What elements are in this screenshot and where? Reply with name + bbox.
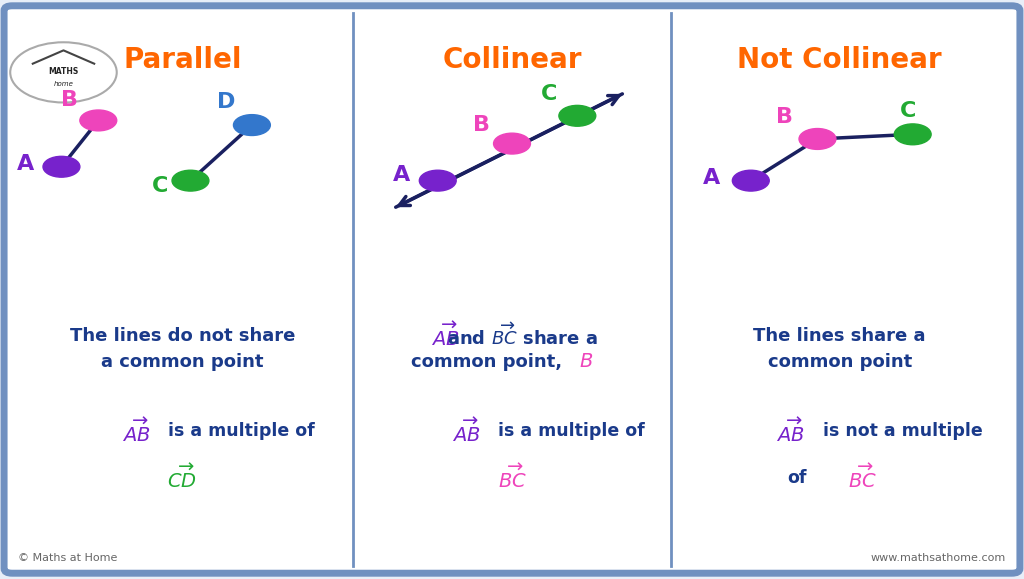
Circle shape [799,129,836,149]
Text: The lines share a: The lines share a [754,327,926,345]
Text: a common point: a common point [101,353,263,371]
Circle shape [172,170,209,191]
Text: Parallel: Parallel [123,46,242,74]
Text: C: C [541,84,557,104]
Text: www.mathsathome.com: www.mathsathome.com [870,553,1006,563]
Text: $\overrightarrow{AB}$: $\overrightarrow{AB}$ [776,417,805,446]
Text: $\overrightarrow{BC}$: $\overrightarrow{BC}$ [498,463,526,492]
Circle shape [233,115,270,135]
Text: © Maths at Home: © Maths at Home [18,553,118,563]
Text: home: home [53,81,74,87]
Circle shape [894,124,931,145]
Circle shape [10,42,117,102]
Circle shape [559,105,596,126]
Text: C: C [899,101,915,121]
Circle shape [732,170,769,191]
Text: Collinear: Collinear [442,46,582,74]
Text: A: A [17,154,34,174]
Text: Not Collinear: Not Collinear [737,46,942,74]
Text: MATHS: MATHS [48,67,79,76]
Text: $\overrightarrow{AB}$: $\overrightarrow{AB}$ [431,321,460,350]
Text: $\overrightarrow{AB}$: $\overrightarrow{AB}$ [122,417,151,446]
Text: The lines do not share: The lines do not share [70,327,295,345]
Text: $\overrightarrow{CD}$: $\overrightarrow{CD}$ [168,463,197,492]
Circle shape [494,133,530,154]
Text: common point,: common point, [411,353,562,371]
FancyBboxPatch shape [4,6,1020,573]
Text: is a multiple of: is a multiple of [498,422,645,441]
Text: A: A [703,168,721,188]
Text: D: D [217,92,236,112]
Circle shape [43,156,80,177]
Text: B: B [473,115,489,135]
Text: A: A [393,165,411,185]
Text: $\overrightarrow{BC}$: $\overrightarrow{BC}$ [848,463,877,492]
Text: is not a multiple: is not a multiple [823,422,983,441]
Circle shape [80,110,117,131]
Text: is a multiple of: is a multiple of [168,422,315,441]
Text: B: B [776,107,794,127]
Text: B: B [61,90,78,110]
Text: and $\overrightarrow{BC}$ share a: and $\overrightarrow{BC}$ share a [446,323,598,349]
Text: $B$: $B$ [579,353,593,371]
Circle shape [420,170,457,191]
Text: common point: common point [768,353,911,371]
Text: C: C [152,177,168,196]
Text: of: of [786,468,807,487]
Text: $\overrightarrow{AB}$: $\overrightarrow{AB}$ [452,417,480,446]
